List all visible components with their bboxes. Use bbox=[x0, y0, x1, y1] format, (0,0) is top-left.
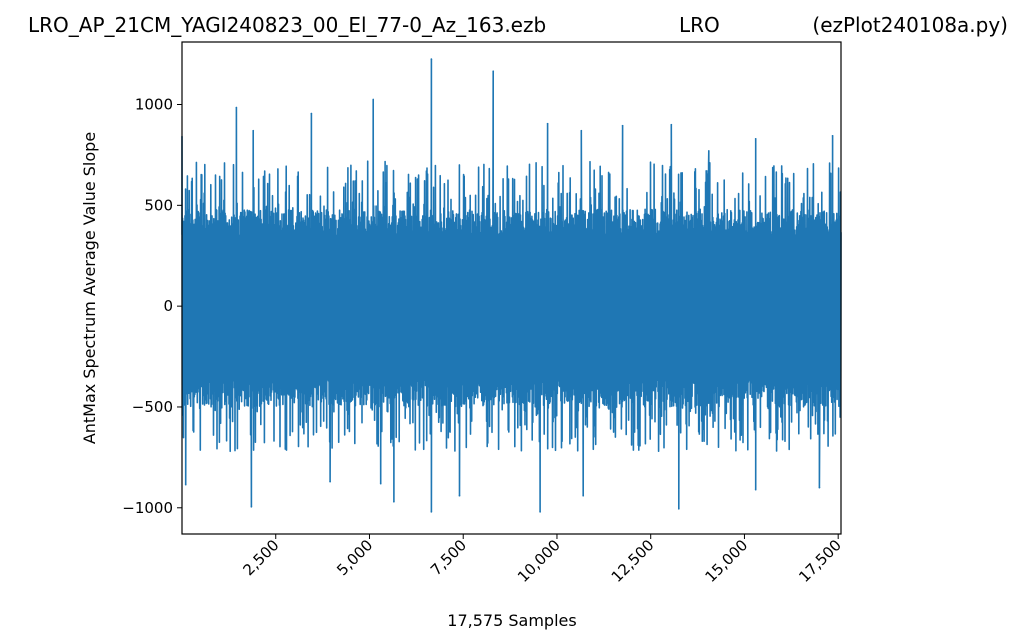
chart-title-program: (ezPlot240108a.py) bbox=[812, 13, 1008, 37]
trough-point bbox=[393, 500, 395, 503]
x-tick-label: 7,500 bbox=[427, 536, 470, 579]
trough-point bbox=[678, 507, 680, 510]
trough-point bbox=[754, 488, 757, 491]
peak-point bbox=[754, 137, 757, 140]
trough-point bbox=[329, 480, 331, 483]
x-axis: 2,500 5,000 7,500 10,000 12,500 15,000 17,500 bbox=[239, 534, 845, 586]
peak-point bbox=[372, 98, 375, 101]
plot-area-frame bbox=[181, 41, 842, 535]
x-tick-label: 5,000 bbox=[333, 536, 376, 579]
chart-title-site: LRO bbox=[679, 13, 720, 37]
x-tick-label: 15,000 bbox=[701, 536, 751, 586]
trough-point bbox=[379, 482, 382, 485]
peak-point bbox=[252, 129, 255, 132]
series-line bbox=[181, 58, 842, 513]
y-tick-label: 0 bbox=[163, 297, 173, 315]
peak-point bbox=[580, 129, 583, 132]
peak-point bbox=[235, 106, 238, 109]
trough-point bbox=[184, 483, 187, 486]
peak-point bbox=[492, 70, 495, 73]
trough-point bbox=[582, 494, 585, 497]
x-axis-label: 17,575 Samples bbox=[447, 611, 576, 630]
chart-title-file: LRO_AP_21CM_YAGI240823_00_El_77-0_Az_163… bbox=[28, 13, 546, 37]
y-axis: −1000 −500 0 500 1000 bbox=[122, 96, 182, 517]
trough-point bbox=[458, 494, 461, 497]
y-tick-label: −500 bbox=[132, 398, 173, 416]
trough-point bbox=[818, 486, 821, 489]
x-tick-label: 10,000 bbox=[514, 536, 564, 586]
peak-point bbox=[310, 112, 313, 115]
peak-point bbox=[670, 123, 673, 126]
x-tick-label: 17,500 bbox=[795, 536, 845, 586]
x-tick-label: 2,500 bbox=[239, 536, 282, 579]
data-series bbox=[181, 58, 842, 513]
y-axis-label: AntMax Spectrum Average Value Slope bbox=[80, 132, 99, 444]
y-tick-label: 500 bbox=[144, 196, 173, 214]
peak-point bbox=[831, 134, 834, 137]
x-tick-label: 12,500 bbox=[608, 536, 658, 586]
y-tick-label: 1000 bbox=[135, 96, 173, 114]
trough-point bbox=[539, 511, 541, 513]
peak-point bbox=[546, 122, 549, 125]
peak-point bbox=[708, 150, 710, 152]
y-tick-label: −1000 bbox=[122, 499, 173, 517]
trough-point bbox=[430, 511, 433, 513]
peak-point bbox=[430, 58, 433, 60]
peak-point bbox=[621, 124, 624, 127]
trough-point bbox=[250, 505, 253, 508]
